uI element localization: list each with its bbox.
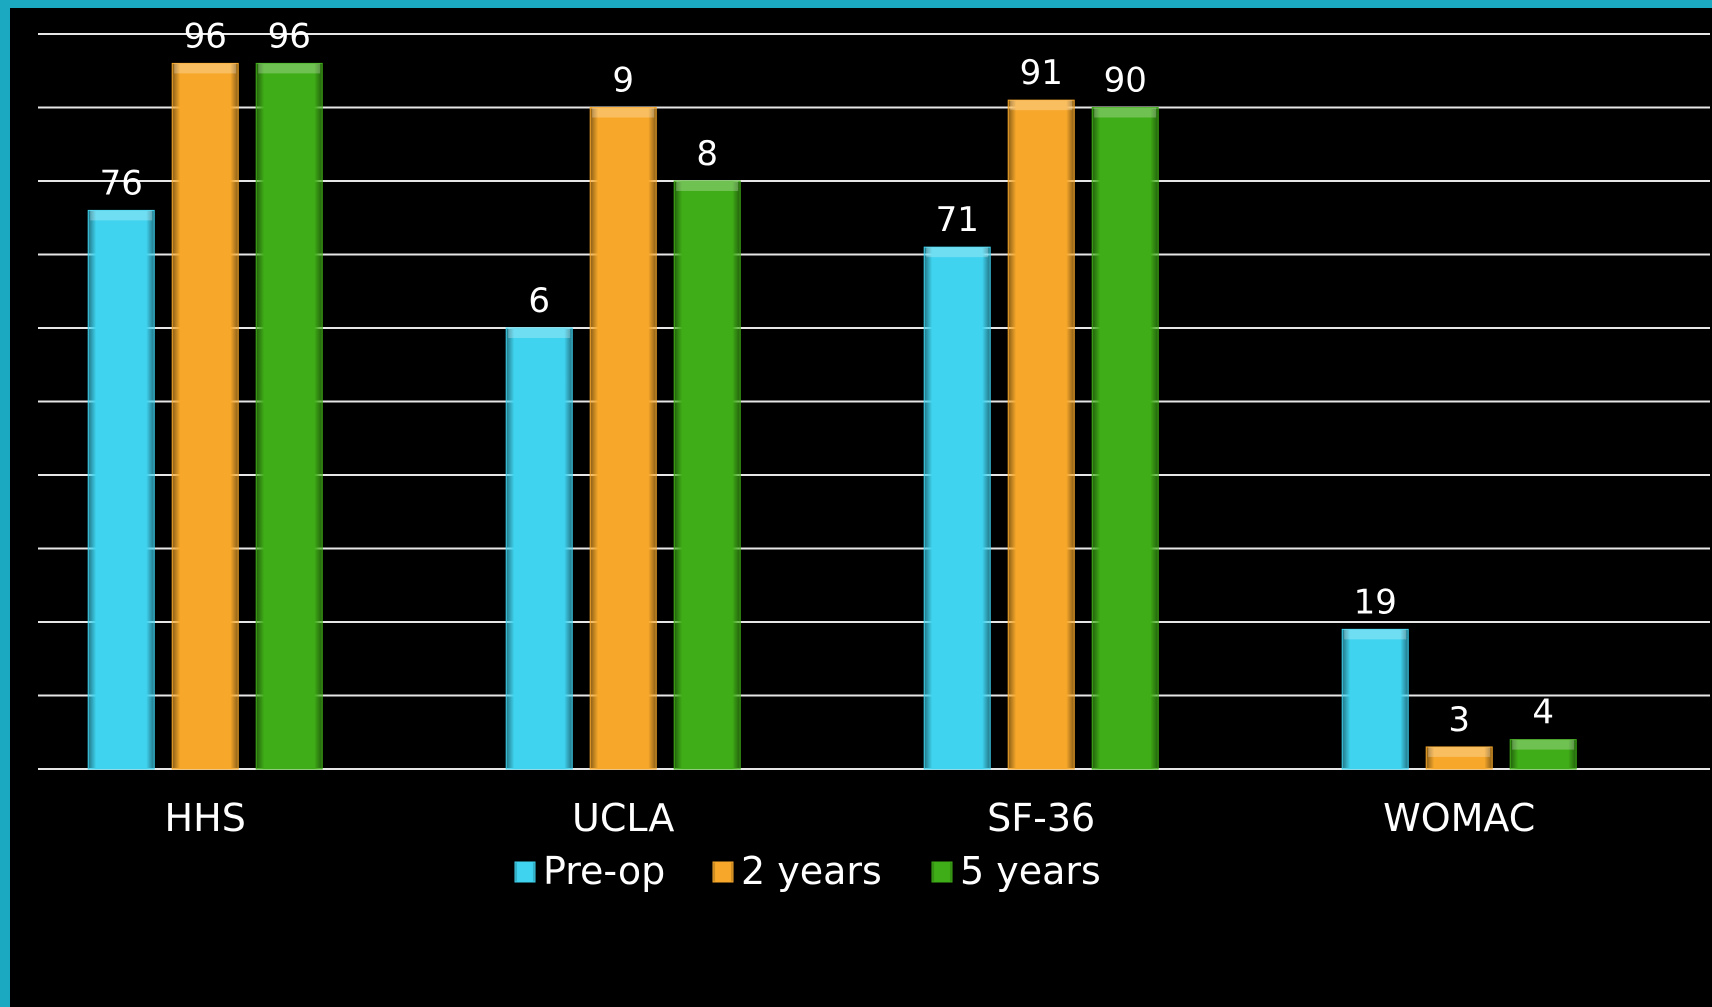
bar-5-years-ucla bbox=[673, 180, 741, 770]
legend-label-2-years: 2 years bbox=[741, 849, 882, 893]
bar-bevel bbox=[174, 63, 237, 74]
bar-5-years-womac bbox=[1509, 739, 1577, 770]
data-label: 6 bbox=[528, 281, 550, 321]
bar-2-years-ucla bbox=[589, 107, 657, 770]
bar-5-years-sf-36 bbox=[1091, 107, 1159, 770]
data-label: 76 bbox=[100, 163, 143, 203]
chart-frame: 76 96 96 HHS 6 9 8 UCLA 71 91 90 SF-36 19 3 4 WOMAC Pre-… bbox=[10, 8, 1712, 1007]
bar-pre-op-sf-36 bbox=[923, 246, 991, 770]
bar-5-years-hhs bbox=[255, 62, 323, 770]
data-label: 4 bbox=[1532, 693, 1554, 733]
legend-label-5-years: 5 years bbox=[960, 849, 1101, 893]
legend-label-pre-op: Pre-op bbox=[543, 849, 665, 893]
data-label: 8 bbox=[696, 134, 718, 174]
data-label: 96 bbox=[268, 16, 311, 56]
data-label: 9 bbox=[612, 61, 634, 101]
data-label: 71 bbox=[936, 200, 979, 240]
bar-bevel bbox=[926, 247, 989, 258]
legend-swatch-pre-op bbox=[514, 861, 536, 883]
bar-bevel bbox=[258, 63, 321, 74]
bar-bevel bbox=[1010, 100, 1073, 111]
bar-pre-op-ucla bbox=[505, 327, 573, 770]
legend-swatch-2-years bbox=[712, 861, 734, 883]
bar-bevel bbox=[1344, 629, 1407, 640]
bar-pre-op-hhs bbox=[87, 209, 155, 770]
bar-2-years-sf-36 bbox=[1007, 99, 1075, 770]
bar-bevel bbox=[676, 181, 739, 191]
data-label: 19 bbox=[1354, 582, 1397, 622]
data-label: 96 bbox=[184, 16, 227, 56]
data-label: 90 bbox=[1104, 61, 1147, 101]
data-label: 3 bbox=[1448, 700, 1470, 740]
bar-bevel bbox=[1428, 746, 1491, 757]
category-label: UCLA bbox=[572, 796, 674, 840]
bar-bevel bbox=[1512, 739, 1575, 750]
bar-bevel bbox=[1094, 107, 1157, 118]
data-label: 91 bbox=[1020, 53, 1063, 93]
bar-chart: 76 96 96 HHS 6 9 8 UCLA 71 91 90 SF-36 19 3 4 WOMAC Pre-… bbox=[38, 16, 1710, 893]
bar-2-years-hhs bbox=[171, 62, 239, 770]
bar-bevel bbox=[592, 107, 655, 118]
category-label: SF-36 bbox=[987, 796, 1095, 840]
legend-swatch-5-years bbox=[931, 861, 953, 883]
bar-bevel bbox=[90, 210, 153, 221]
bar-2-years-womac bbox=[1425, 746, 1493, 770]
bar-pre-op-womac bbox=[1341, 628, 1409, 770]
bar-bevel bbox=[508, 328, 571, 338]
category-label: HHS bbox=[165, 796, 246, 840]
category-label: WOMAC bbox=[1383, 796, 1535, 840]
